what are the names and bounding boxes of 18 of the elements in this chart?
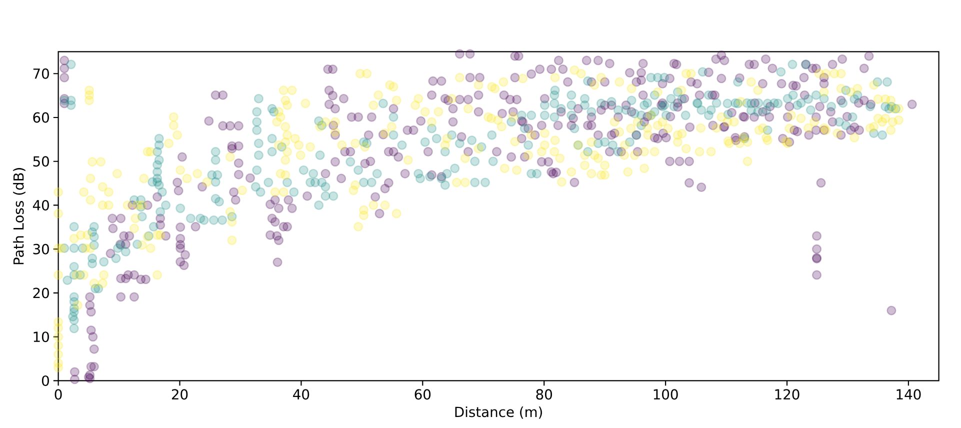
y-tick-label: 50 [33, 156, 49, 167]
x-tick-label: 140 [896, 389, 921, 400]
y-tick-label: 70 [33, 68, 49, 79]
x-tick-label: 0 [54, 389, 62, 400]
y-tick-label: 40 [32, 200, 49, 210]
x-tick-label: 100 [654, 389, 678, 400]
x-tick-label: 120 [775, 389, 800, 400]
y-tick-label: 60 [33, 112, 49, 123]
y-tick-label: 30 [33, 244, 49, 254]
x-axis-title: Distance (m) [455, 406, 542, 419]
x-tick-label: 20 [172, 389, 188, 400]
y-axis-title: Path Loss (dB) [13, 168, 26, 264]
x-tick-label: 80 [536, 389, 552, 400]
y-tick-label: 20 [33, 288, 49, 298]
y-tick-label: 0 [42, 375, 49, 386]
x-tick-label: 60 [414, 389, 431, 400]
x-tick-label: 40 [293, 389, 310, 400]
y-tick-label: 10 [34, 332, 49, 342]
